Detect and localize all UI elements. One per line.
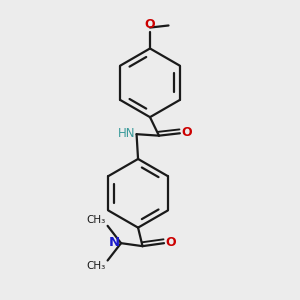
Text: N: N [109, 236, 120, 249]
Text: HN: HN [118, 127, 135, 140]
Text: O: O [182, 126, 192, 139]
Text: O: O [145, 19, 155, 32]
Text: CH₃: CH₃ [87, 215, 106, 225]
Text: CH₃: CH₃ [87, 261, 106, 272]
Text: O: O [166, 236, 176, 249]
